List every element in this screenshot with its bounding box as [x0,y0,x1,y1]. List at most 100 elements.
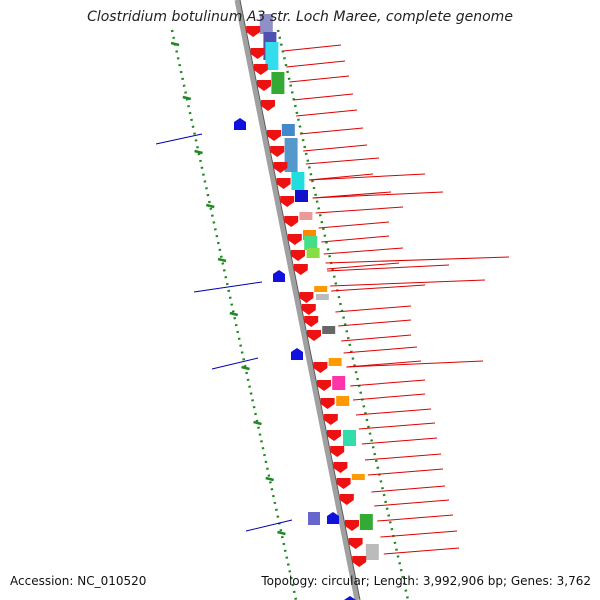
gene-label-leader [374,499,450,507]
gene-block [308,512,320,525]
forward-gene-arrow [267,130,281,141]
gene-block [295,190,308,202]
gene-label-leader [283,44,342,52]
forward-gene-arrow [313,362,328,373]
scale-tick [170,41,180,47]
gene-label-leader [352,393,426,401]
gene-block [314,286,328,292]
gene-label-leader [211,357,259,370]
scale-tick [182,95,192,101]
gene-block [271,72,285,94]
gene-label-leader [193,281,263,293]
gene-label-leader [335,305,412,313]
gene-block [332,376,346,390]
forward-gene-arrow [336,478,351,489]
scale-tick [205,203,215,209]
gene-label-leader [296,109,358,117]
topology-text: Topology: circular; Length: 3,992,906 bp… [261,574,591,588]
gene-label-leader [245,519,293,532]
gene-label-leader [308,173,426,181]
forward-gene-arrow [280,196,295,207]
gene-block [265,42,279,70]
gene-block [336,396,350,406]
genome-backbone-shadow [239,0,361,600]
gene-block [359,514,373,530]
gene-label-leader [343,346,418,354]
gene-label-leader [318,221,390,229]
forward-gene-arrow [323,414,338,425]
forward-gene-arrow [257,80,271,91]
gene-label-leader [367,468,444,476]
forward-gene-arrow [304,316,319,327]
gene-label-leader [364,453,442,461]
gene-block [303,230,316,240]
gene-label-leader [350,379,426,387]
scale-tick [194,149,203,155]
forward-gene-arrow [293,264,308,275]
forward-gene-arrow [320,398,335,409]
forward-gene-arrow [270,146,285,157]
gene-block [328,358,342,366]
gene-block [365,544,379,560]
gene-block [304,236,318,250]
reverse-gene-arrow [234,118,246,130]
scale-tick [253,420,262,426]
forward-gene-arrow [352,556,367,567]
gene-label-leader [383,547,460,555]
forward-gene-arrow [261,100,275,111]
gene-label-leader [371,485,446,493]
gene-label-leader [330,279,486,287]
gene-block [343,430,356,446]
gene-block [291,172,305,190]
gene-label-leader [326,262,400,270]
scale-tick [277,530,286,536]
forward-gene-arrow [276,178,291,189]
gene-label-leader [358,422,436,430]
gene-label-leader [380,530,458,538]
gene-label-leader [331,284,426,292]
forward-gene-arrow [273,162,288,173]
forward-gene-arrow [333,462,348,473]
scale-tick [265,476,274,482]
gene-label-leader [338,319,412,327]
gene-label-leader [346,360,484,368]
forward-gene-arrow [330,446,345,457]
gene-label-leader [155,133,203,145]
gene-label-leader [299,127,364,135]
gene-label-leader [323,247,404,255]
gene-block [281,124,295,136]
gene-label-leader [321,235,390,243]
map-title: Clostridium botulinum A3 str. Loch Maree… [87,9,513,25]
forward-gene-arrow [287,234,302,245]
gene-label-leader [341,334,412,342]
gene-label-leader [292,93,354,101]
gene-block [322,326,336,334]
gene-block [306,248,320,258]
gene-label-leader [289,75,350,83]
scale-tick [241,365,250,371]
forward-gene-arrow [339,494,354,505]
gene-label-leader [377,514,454,522]
gene-block [299,212,313,220]
forward-gene-arrow [299,292,314,303]
reverse-gene-arrow [327,512,339,524]
forward-gene-arrow [301,304,316,315]
gene-label-leader [305,157,380,165]
gene-block [259,14,273,34]
gene-block [315,294,329,300]
gene-label-leader [355,408,432,416]
gene-label-leader [315,206,404,214]
forward-gene-arrow [253,64,268,75]
forward-gene-arrow [307,330,321,341]
accession-text: Accession: NC_010520 [10,574,147,588]
forward-gene-arrow [327,430,341,441]
gene-label-leader [327,264,450,272]
forward-gene-arrow [317,380,331,391]
reverse-gene-arrow [344,596,356,600]
forward-gene-arrow [291,250,305,261]
forward-gene-arrow [250,48,265,59]
forward-gene-arrow [284,216,299,227]
gene-block [284,138,298,172]
